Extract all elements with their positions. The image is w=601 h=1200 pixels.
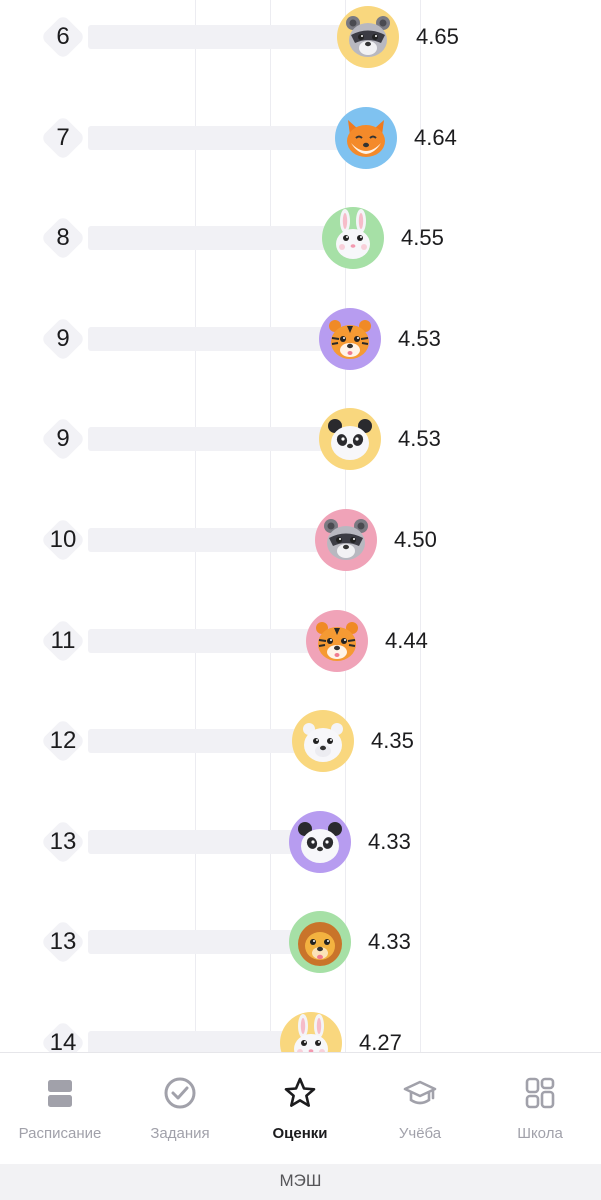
check-circle-icon xyxy=(162,1075,198,1111)
ranking-row: 13 4.33 xyxy=(0,811,601,873)
ranking-row: 12 4.35 xyxy=(0,710,601,772)
tab-label: Оценки xyxy=(272,1125,328,1142)
rank-badge: 12 xyxy=(40,718,86,764)
score-value: 4.44 xyxy=(385,628,428,653)
ranking-list: 6 4.65 7 4.64 8 4.55 9 4.53 9 4.53 10 4.50 11 4.44 12 4… xyxy=(0,6,601,1074)
raccoon-avatar-icon xyxy=(337,6,399,68)
rank-number: 14 xyxy=(49,1029,77,1056)
tab-label: Задания xyxy=(150,1125,210,1142)
score-bar xyxy=(88,729,296,753)
score-bar xyxy=(88,629,310,653)
rank-badge: 9 xyxy=(40,316,86,362)
score-bar xyxy=(88,25,341,49)
raccoon-avatar-icon xyxy=(315,509,377,571)
score-bar xyxy=(88,528,319,552)
ranking-row: 11 4.44 xyxy=(0,610,601,672)
ranking-row: 8 4.55 xyxy=(0,207,601,269)
score-bar xyxy=(88,830,293,854)
rank-number: 10 xyxy=(49,526,77,553)
score-value: 4.55 xyxy=(401,225,444,250)
rank-number: 7 xyxy=(56,124,70,151)
rank-badge: 11 xyxy=(40,618,86,664)
score-value: 4.65 xyxy=(416,24,459,49)
ranking-row: 6 4.65 xyxy=(0,6,601,68)
tab-grades[interactable]: Оценки xyxy=(240,1053,360,1165)
score-bar xyxy=(88,1031,284,1055)
score-value: 4.33 xyxy=(368,929,411,954)
schedule-icon xyxy=(42,1075,78,1111)
ranking-row: 13 4.33 xyxy=(0,911,601,973)
app-footer-label: МЭШ xyxy=(0,1164,601,1200)
rank-badge: 8 xyxy=(40,215,86,261)
rank-badge: 13 xyxy=(40,919,86,965)
chart-gridline xyxy=(270,0,271,1052)
rank-badge: 13 xyxy=(40,819,86,865)
tiger-avatar-icon xyxy=(319,308,381,370)
rank-badge: 14 xyxy=(40,1020,86,1066)
ranking-row: 9 4.53 xyxy=(0,408,601,470)
rank-number: 9 xyxy=(56,325,70,352)
score-value: 4.64 xyxy=(414,125,457,150)
ranking-row: 10 4.50 xyxy=(0,509,601,571)
star-icon xyxy=(282,1075,318,1111)
rank-badge: 6 xyxy=(40,14,86,60)
tab-schedule[interactable]: Расписание xyxy=(0,1053,120,1165)
chart-gridline xyxy=(195,0,196,1052)
score-value: 4.53 xyxy=(398,326,441,351)
score-bar xyxy=(88,226,326,250)
score-value: 4.53 xyxy=(398,426,441,451)
tab-label: Расписание xyxy=(18,1125,102,1142)
fox-avatar-icon xyxy=(335,107,397,169)
tab-label: Школа xyxy=(517,1125,563,1142)
tab-tasks[interactable]: Задания xyxy=(120,1053,240,1165)
footer-text: МЭШ xyxy=(279,1171,322,1190)
rank-number: 13 xyxy=(49,828,77,855)
rabbit-avatar-icon xyxy=(322,207,384,269)
rank-number: 9 xyxy=(56,425,70,452)
rank-number: 8 xyxy=(56,224,70,251)
tab-school[interactable]: Школа xyxy=(480,1053,600,1165)
rank-number: 13 xyxy=(49,928,77,955)
grid-icon xyxy=(522,1075,558,1111)
score-value: 4.50 xyxy=(394,527,437,552)
rank-badge: 9 xyxy=(40,416,86,462)
score-bar xyxy=(88,427,323,451)
bottom-tab-bar: Расписание Задания Оценки Учёба Школа xyxy=(0,1052,601,1165)
score-bar xyxy=(88,327,323,351)
score-value: 4.33 xyxy=(368,829,411,854)
tiger-avatar-icon xyxy=(306,610,368,672)
rank-badge: 7 xyxy=(40,115,86,161)
rank-number: 12 xyxy=(49,727,77,754)
graduation-cap-icon xyxy=(402,1075,438,1111)
lion-avatar-icon xyxy=(289,911,351,973)
chart-gridline xyxy=(420,0,421,1052)
score-value: 4.27 xyxy=(359,1030,402,1055)
tab-label: Учёба xyxy=(398,1125,442,1142)
panda-avatar-icon xyxy=(289,811,351,873)
panda-avatar-icon xyxy=(319,408,381,470)
tab-study[interactable]: Учёба xyxy=(360,1053,480,1165)
ranking-row: 9 4.53 xyxy=(0,308,601,370)
rank-number: 6 xyxy=(56,23,70,50)
score-bar xyxy=(88,126,339,150)
ranking-row: 7 4.64 xyxy=(0,107,601,169)
score-bar xyxy=(88,930,293,954)
score-value: 4.35 xyxy=(371,728,414,753)
rank-badge: 10 xyxy=(40,517,86,563)
bear-avatar-icon xyxy=(292,710,354,772)
rank-number: 11 xyxy=(50,627,76,654)
